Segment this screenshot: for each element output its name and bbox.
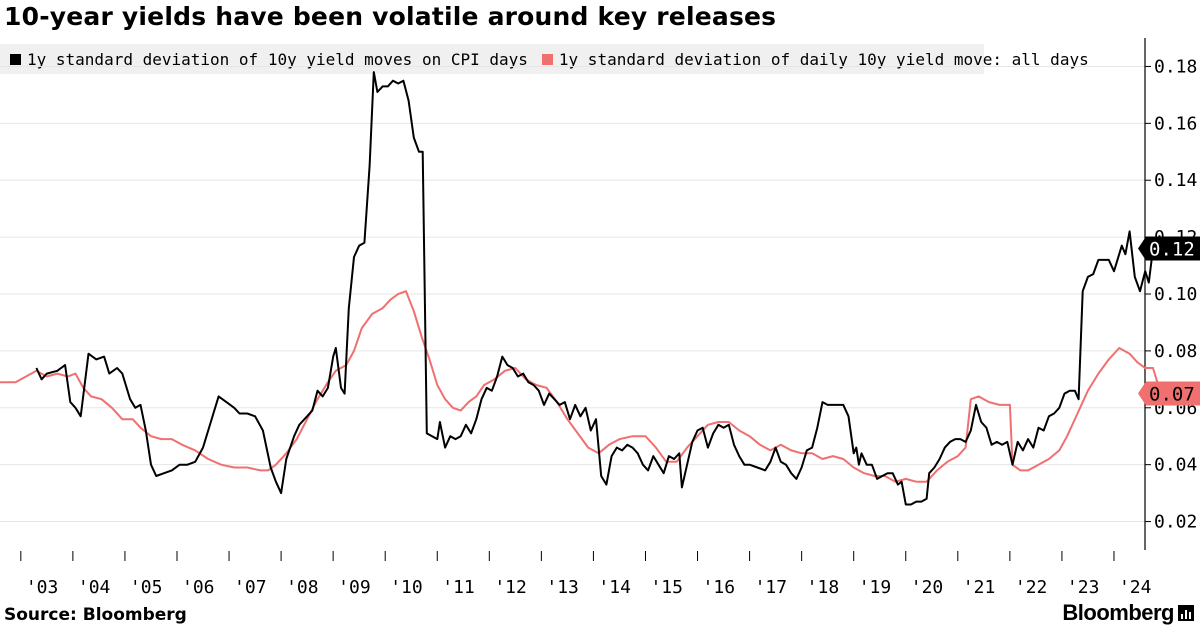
legend-swatch-cpi	[10, 53, 21, 65]
legend-item-cpi[interactable]: 1y standard deviation of 10y yield moves…	[10, 50, 528, 69]
x-tick-label: '16	[703, 577, 736, 598]
legend-label-all-days: 1y standard deviation of daily 10y yield…	[558, 49, 1089, 69]
x-tick-label: '11	[442, 577, 475, 598]
x-tick-label: '13	[546, 577, 579, 598]
legend-label-cpi: 1y standard deviation of 10y yield moves…	[27, 49, 528, 69]
bloomberg-mark-icon	[1178, 605, 1194, 621]
x-tick-label: '04	[78, 577, 111, 598]
x-tick-label: '08	[286, 577, 319, 598]
last-value-tag-all-days	[1138, 381, 1200, 406]
x-tick-label: '17	[755, 577, 788, 598]
y-tick-label: 0.10	[1154, 284, 1197, 305]
y-axis-ticks: 0.020.040.060.080.100.120.140.160.18	[1145, 56, 1197, 533]
x-tick-label: '09	[338, 577, 371, 598]
x-tick-label: '24	[1119, 577, 1152, 598]
source-note: Source: Bloomberg	[4, 605, 187, 625]
x-tick-label: '07	[234, 577, 267, 598]
x-axis-ticks: '03 '04 '05 '06 '07 '08 '09 '10 '11 '12 '13 '14 '15 '…	[20, 551, 1152, 598]
chart-area: 0.020.040.060.080.100.120.140.160.18 '03…	[0, 38, 1200, 598]
x-tick-label: '19	[859, 577, 892, 598]
x-tick-label: '20	[911, 577, 944, 598]
x-tick-label: '12	[494, 577, 527, 598]
last-value-tags: 0.12 0.07	[1138, 236, 1200, 406]
y-tick-label: 0.16	[1154, 113, 1197, 134]
y-tick-label: 0.04	[1154, 455, 1197, 476]
y-tick-label: 0.18	[1154, 56, 1197, 77]
series-line-all-days	[0, 290, 1165, 483]
legend: 1y standard deviation of 10y yield moves…	[0, 44, 1089, 74]
x-tick-label: '21	[963, 577, 996, 598]
y-tick-label: 0.08	[1154, 341, 1197, 362]
bloomberg-logo: Bloomberg	[1062, 600, 1194, 626]
last-value-label-all-days: 0.07	[1149, 384, 1195, 406]
legend-item-all-days[interactable]: 1y standard deviation of daily 10y yield…	[541, 49, 1089, 69]
gridlines	[0, 65, 1145, 523]
y-tick-label: 0.02	[1154, 512, 1197, 533]
x-tick-label: '03	[26, 577, 59, 598]
x-tick-label: '23	[1067, 577, 1100, 598]
series-lines	[0, 71, 1165, 506]
y-tick-label: 0.14	[1154, 170, 1197, 191]
x-tick-label: '06	[182, 577, 215, 598]
legend-swatch-all-days	[541, 53, 553, 65]
last-value-label-cpi: 0.12	[1149, 238, 1195, 260]
series-line-cpi-days	[35, 71, 1162, 506]
x-tick-label: '14	[598, 577, 631, 598]
x-tick-label: '15	[650, 577, 683, 598]
x-tick-label: '05	[130, 577, 163, 598]
chart-title: 10-year yields have been volatile around…	[4, 2, 777, 31]
x-tick-label: '10	[390, 577, 423, 598]
brand-name: Bloomberg	[1062, 600, 1174, 625]
x-tick-label: '18	[807, 577, 840, 598]
last-value-tag-cpi	[1138, 236, 1200, 261]
x-tick-label: '22	[1015, 577, 1048, 598]
